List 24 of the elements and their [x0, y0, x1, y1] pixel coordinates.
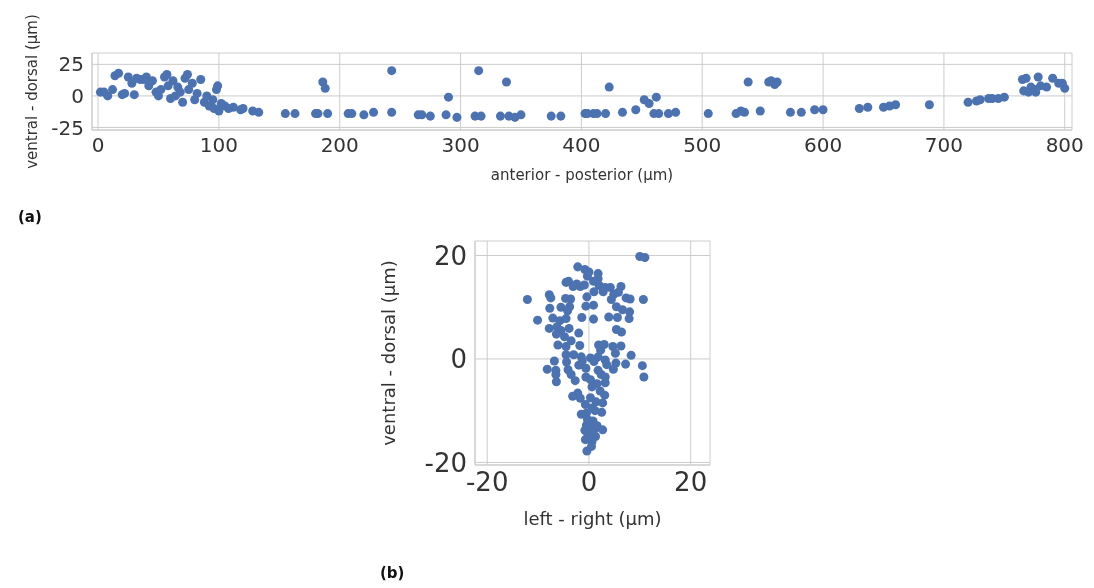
y-axis-title: ventral - dorsal (µm) — [378, 260, 400, 446]
y-tick-label: 0 — [450, 344, 467, 375]
x-tick-label: 700 — [924, 133, 963, 158]
x-tick-label: 600 — [803, 133, 843, 158]
y-tick-label: -25 — [51, 115, 84, 140]
x-tick-label: 300 — [441, 133, 480, 158]
x-tick-label: 0 — [91, 133, 105, 158]
x-axis-title: anterior - posterior (µm) — [490, 166, 674, 184]
y-axis-title: ventral - dorsal (µm) — [23, 14, 42, 169]
text: (a) — [18, 208, 42, 226]
y-tick-label: -20 — [424, 447, 467, 478]
x-tick-label: -20 — [465, 467, 509, 498]
x-tick-label: 100 — [199, 133, 238, 158]
x-tick-label: 0 — [580, 467, 598, 498]
text: (b) — [380, 564, 405, 582]
y-tick-label: 20 — [433, 240, 467, 271]
y-tick-label: 25 — [58, 52, 84, 77]
x-tick-label: 800 — [1045, 133, 1084, 158]
x-axis-title: left - right (µm) — [523, 508, 662, 529]
x-tick-label: 400 — [562, 133, 601, 158]
x-tick-label: 200 — [320, 133, 359, 158]
x-tick-label: 20 — [674, 467, 708, 498]
x-tick-label: 500 — [683, 133, 722, 158]
y-tick-label: 0 — [71, 84, 84, 109]
